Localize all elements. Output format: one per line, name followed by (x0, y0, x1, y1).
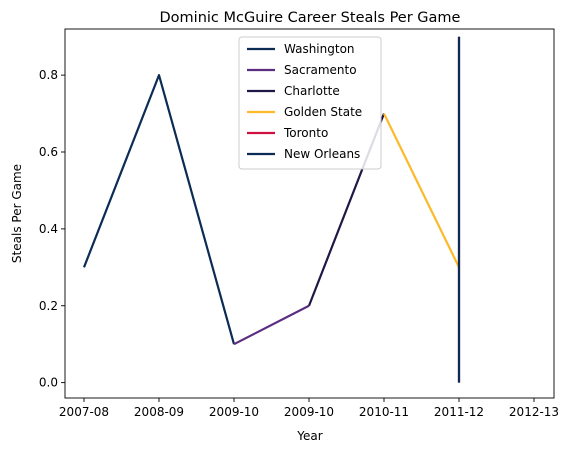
x-tick-label: 2008-09 (134, 405, 184, 419)
y-tick-label: 0.4 (39, 222, 58, 236)
chart-title: Dominic McGuire Career Steals Per Game (160, 10, 461, 26)
legend-label: Washington (284, 42, 355, 56)
x-tick-label: 2012-13 (509, 405, 559, 419)
series-line-washington (82, 74, 236, 345)
y-tick-label: 0.0 (39, 376, 58, 390)
x-tick-label: 2009-10 (209, 405, 259, 419)
legend-label: Charlotte (284, 84, 340, 98)
x-tick-label: 2007-08 (59, 405, 109, 419)
series-line-sacramento (233, 304, 310, 346)
y-tick-label: 0.2 (39, 299, 58, 313)
x-tick-label: 2009-10 (284, 405, 334, 419)
y-axis-label: Steals Per Game (10, 164, 24, 263)
series-layer (82, 36, 461, 383)
series-line-golden-state (383, 113, 460, 268)
legend: Washington Sacramento Charlotte Golden Stat… (238, 36, 382, 170)
legend-label: Sacramento (284, 63, 357, 77)
legend-label: Toronto (283, 126, 328, 140)
legend-label: Golden State (284, 105, 362, 119)
y-axis: 0.0 0.2 0.4 0.6 0.8 (39, 68, 65, 390)
x-axis-label: Year (296, 429, 322, 443)
y-tick-label: 0.6 (39, 145, 58, 159)
x-tick-label: 2011-12 (434, 405, 484, 419)
x-axis: 2007-08 2008-09 2009-10 2009-10 2010-11 2011-… (59, 398, 559, 419)
plot-frame (64, 28, 555, 399)
legend-label: New Orleans (284, 147, 360, 161)
y-tick-label: 0.8 (39, 68, 58, 82)
x-tick-label: 2010-11 (359, 405, 409, 419)
